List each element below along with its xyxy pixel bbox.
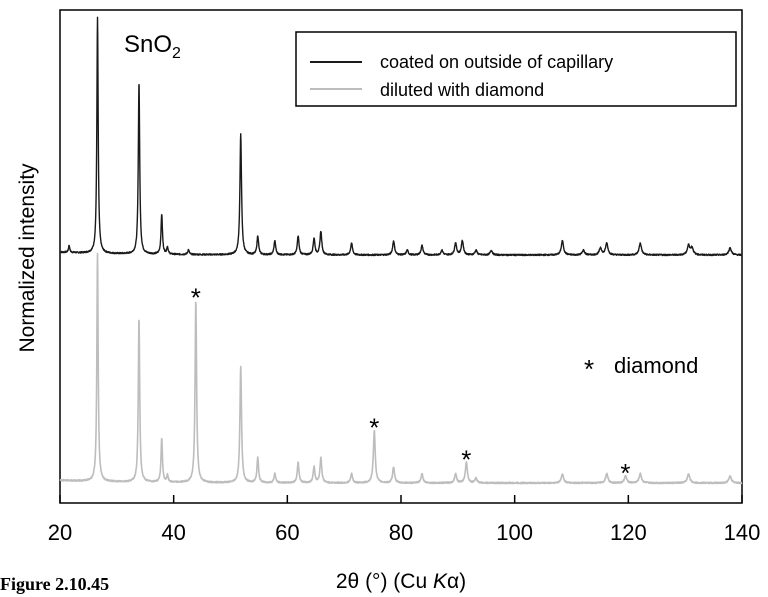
sample-label-subscript: 2 [172,45,181,62]
y-axis-title: Normalized intensity [16,163,39,353]
series-layer [59,16,743,485]
diamond-peak-star: * [191,283,201,313]
x-tick-label: 120 [610,520,647,545]
x-axis-tick-labels: 20 40 60 80 100 120 140 [48,520,761,545]
diamond-peak-star: * [461,444,471,474]
x-tick-label: 20 [48,520,72,545]
x-axis-title-tail: α) [447,570,466,593]
diamond-peak-star: * [369,413,379,443]
x-tick-label: 140 [724,520,761,545]
x-tick-label: 80 [389,520,413,545]
diamond-note-label: diamond [614,353,698,378]
x-axis-title: 2θ (°) (Cu Kα) [336,570,466,593]
x-tick-label: 40 [161,520,185,545]
diamond-peak-markers: * * * * [191,283,631,489]
sample-label-main: SnO [124,31,172,58]
x-tick-label: 100 [496,520,533,545]
x-axis-ticks [59,495,743,503]
sample-label: SnO2 [124,31,181,62]
x-axis-title-italic: K [433,570,448,593]
legend: coated on outside of capillary diluted w… [295,31,737,107]
legend-box [295,31,737,107]
diamond-note-star: * [584,354,594,384]
series-line-coated [59,16,743,257]
legend-label-diluted: diluted with diamond [380,80,544,100]
figure-caption: Figure 2.10.45 [0,574,110,594]
diamond-peak-star: * [620,458,630,488]
x-tick-label: 60 [275,520,299,545]
legend-label-coated: coated on outside of capillary [380,52,613,72]
x-axis-title-main: 2θ (°) (Cu [336,570,433,593]
series-line-diluted [59,252,743,485]
